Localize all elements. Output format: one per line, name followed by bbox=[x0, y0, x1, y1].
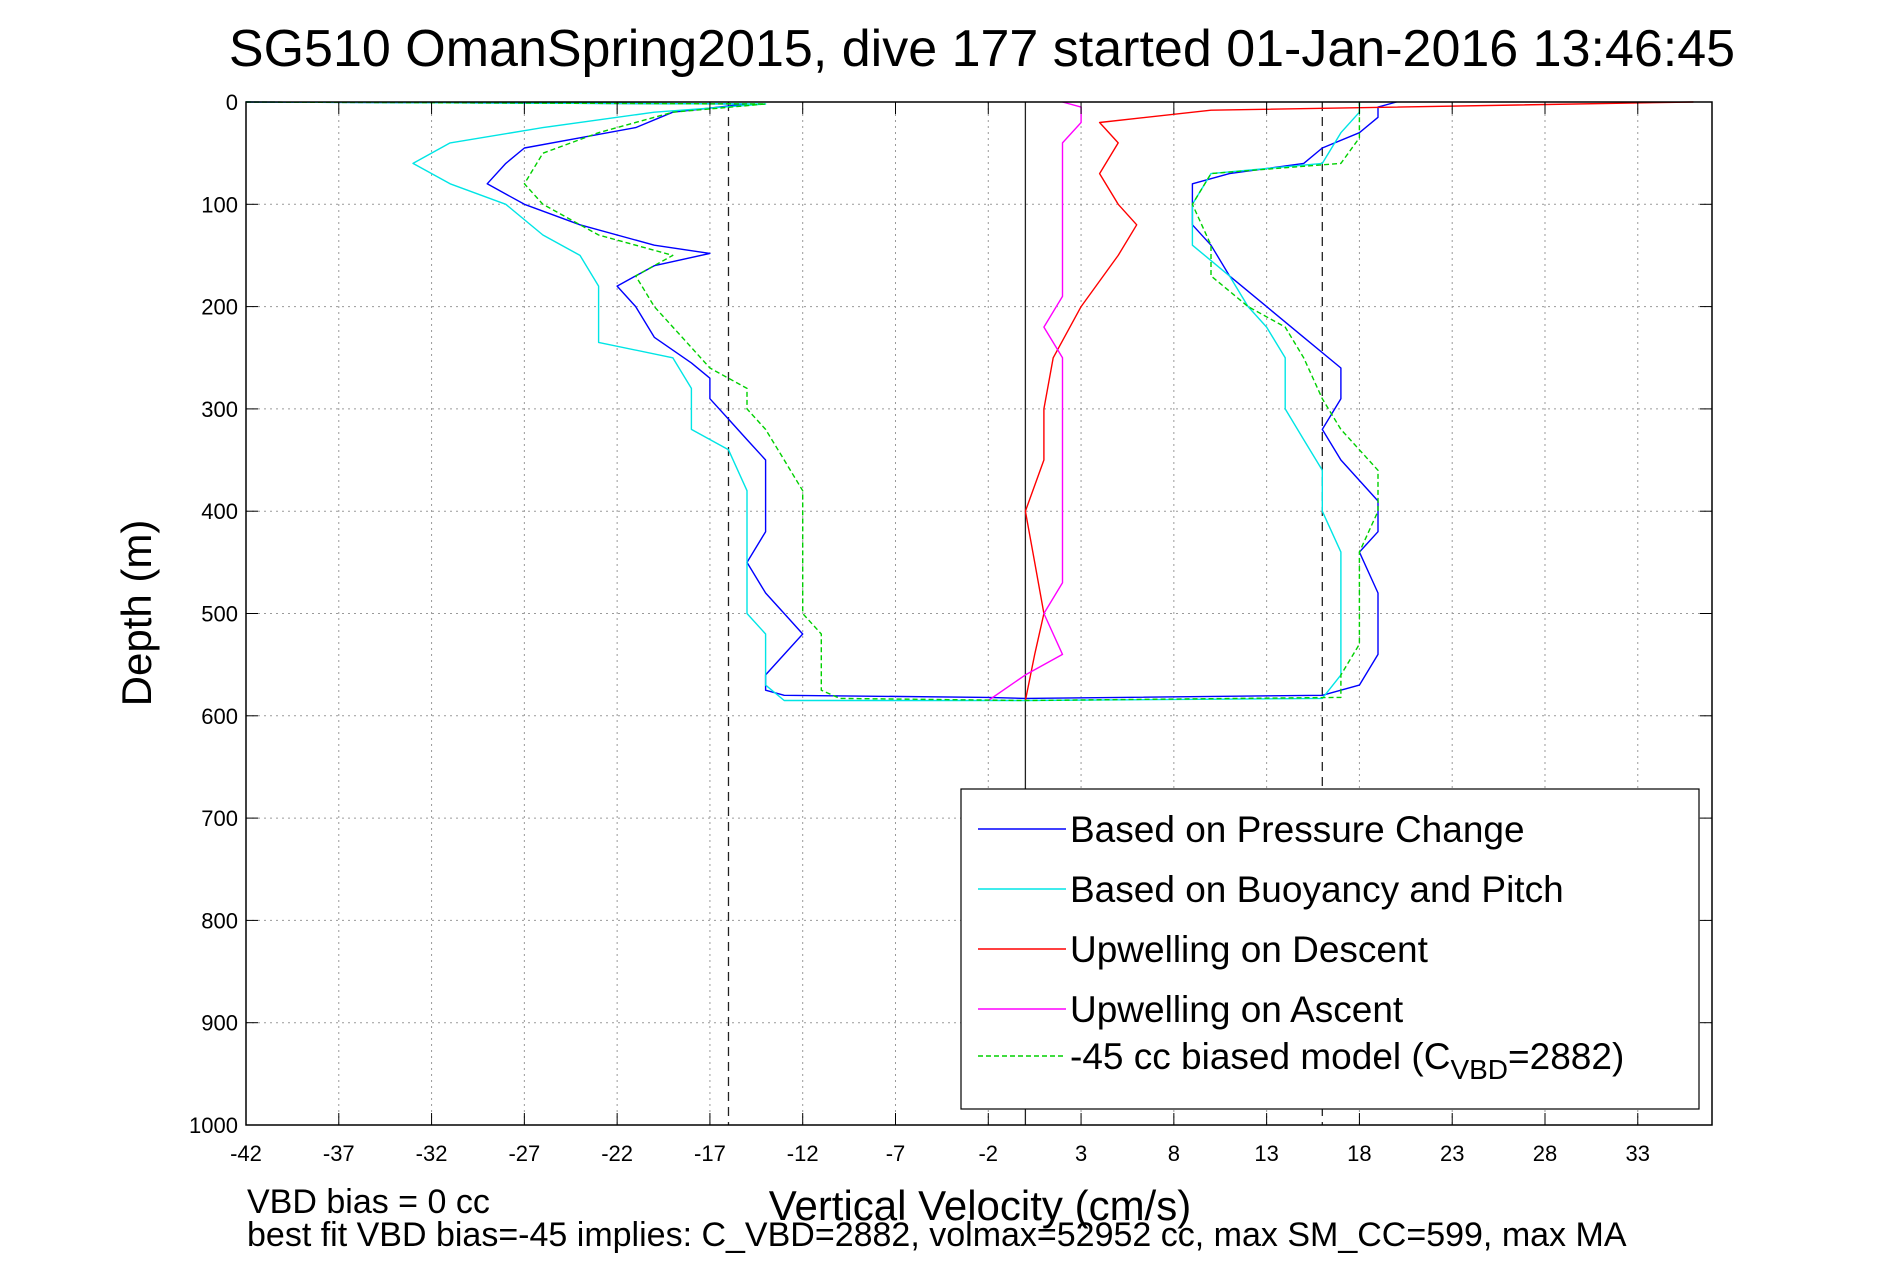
y-tick-label: 900 bbox=[201, 1011, 238, 1036]
x-tick-label: -42 bbox=[230, 1141, 262, 1166]
y-axis-label: Depth (m) bbox=[113, 520, 160, 707]
x-tick-label: -7 bbox=[886, 1141, 906, 1166]
y-tick-label: 100 bbox=[201, 192, 238, 217]
x-tick-label: 18 bbox=[1347, 1141, 1371, 1166]
y-tick-label: 200 bbox=[201, 295, 238, 320]
x-tick-label: 23 bbox=[1440, 1141, 1464, 1166]
y-tick-label: 500 bbox=[201, 602, 238, 627]
x-tick-label: -17 bbox=[694, 1141, 726, 1166]
x-tick-label: -2 bbox=[978, 1141, 998, 1166]
legend-label: Upwelling on Ascent bbox=[1070, 989, 1404, 1030]
legend: Based on Pressure Change Based on Buoyanc… bbox=[960, 788, 1700, 1110]
footer-line-1: VBD bias = 0 cc bbox=[247, 1183, 490, 1221]
legend-label: Upwelling on Descent bbox=[1070, 929, 1429, 970]
y-ticks: 0 100 200 300 400 500 600 700 800 900 1000 bbox=[189, 90, 1712, 1138]
y-tick-label: 300 bbox=[201, 397, 238, 422]
y-tick-label: 400 bbox=[201, 499, 238, 524]
series-line bbox=[245, 101, 1379, 702]
legend-label: Based on Pressure Change bbox=[1070, 809, 1525, 850]
y-tick-label: 800 bbox=[201, 908, 238, 933]
series-line bbox=[1024, 101, 1694, 701]
series-group bbox=[245, 101, 1694, 702]
x-tick-label: 3 bbox=[1075, 1141, 1087, 1166]
legend-label: Based on Buoyancy and Pitch bbox=[1070, 869, 1564, 910]
x-tick-label: -32 bbox=[416, 1141, 448, 1166]
x-tick-label: -37 bbox=[323, 1141, 355, 1166]
y-tick-label: 700 bbox=[201, 806, 238, 831]
x-tick-label: 13 bbox=[1254, 1141, 1278, 1166]
y-tick-label: 0 bbox=[226, 90, 238, 115]
x-tick-label: 28 bbox=[1533, 1141, 1557, 1166]
x-tick-label: -22 bbox=[601, 1141, 633, 1166]
x-ticks: -42 -37 -32 -27 -22 -17 -12 -7 -2 3 8 13 18 23 28 33 bbox=[230, 102, 1650, 1166]
x-tick-label: 33 bbox=[1626, 1141, 1650, 1166]
x-axis-label: Vertical Velocity (cm/s) bbox=[769, 1182, 1191, 1229]
y-tick-label: 1000 bbox=[189, 1113, 238, 1138]
series-line bbox=[987, 101, 1082, 702]
series-line bbox=[245, 101, 1361, 702]
legend-box bbox=[960, 788, 1700, 1110]
footer-line-2: best fit VBD bias=-45 implies: C_VBD=288… bbox=[247, 1216, 1627, 1254]
chart-title: SG510 OmanSpring2015, dive 177 started 0… bbox=[229, 20, 1735, 78]
x-tick-label: -27 bbox=[508, 1141, 540, 1166]
x-tick-label: -12 bbox=[787, 1141, 819, 1166]
x-tick-label: 8 bbox=[1168, 1141, 1180, 1166]
legend-label: -45 cc biased model (CVBD=2882) bbox=[1070, 1036, 1624, 1085]
y-tick-label: 600 bbox=[201, 704, 238, 729]
